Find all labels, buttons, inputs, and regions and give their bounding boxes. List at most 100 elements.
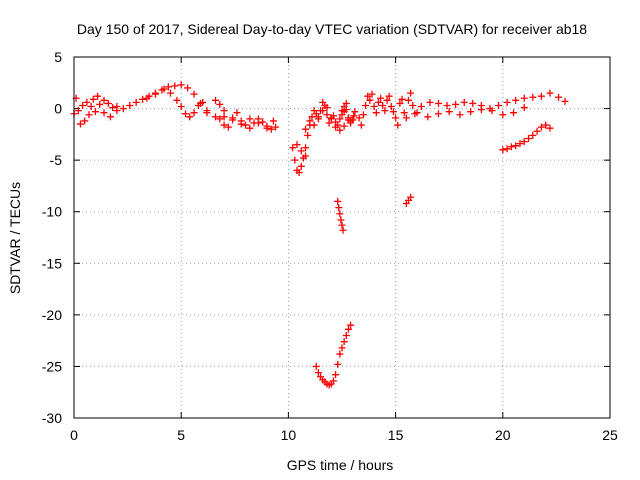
data-point	[503, 145, 511, 153]
data-point	[242, 121, 250, 129]
data-point	[327, 114, 335, 122]
data-point	[297, 147, 305, 155]
data-point	[398, 95, 406, 103]
data-point	[199, 98, 207, 106]
y-tick-labels: 5 0 -5 -10 -15 -20 -25 -30	[42, 49, 62, 426]
data-point	[370, 103, 378, 111]
data-point	[402, 114, 410, 122]
data-points	[70, 81, 569, 389]
y-tick-label: 0	[54, 101, 62, 117]
x-tick-labels: 0 5 10 15 20 25	[70, 427, 618, 443]
data-point	[94, 92, 102, 100]
chart-title: Day 150 of 2017, Sidereal Day-to-day VTE…	[77, 21, 587, 37]
data-point	[151, 90, 159, 98]
data-point	[434, 110, 442, 118]
data-point	[293, 141, 301, 149]
data-point	[220, 121, 228, 129]
data-point	[426, 98, 434, 106]
data-point	[297, 162, 305, 170]
data-point	[314, 369, 322, 377]
data-point	[106, 113, 114, 121]
data-point	[164, 83, 172, 91]
data-point	[220, 113, 228, 121]
data-point	[349, 116, 357, 124]
data-point	[323, 104, 331, 112]
data-point	[525, 134, 533, 142]
data-point	[194, 101, 202, 109]
plot-frame	[73, 56, 611, 419]
data-point	[308, 113, 316, 121]
data-point	[383, 96, 391, 104]
data-point	[344, 114, 352, 122]
data-point	[314, 113, 322, 121]
x-tick-label: 15	[388, 427, 404, 443]
data-point	[510, 109, 518, 117]
data-point	[546, 124, 554, 132]
data-point	[338, 221, 346, 229]
data-point	[269, 117, 277, 125]
data-point	[561, 97, 569, 105]
y-tick-label: -20	[42, 307, 62, 323]
data-point	[520, 104, 528, 112]
data-point	[338, 344, 346, 352]
data-point	[173, 96, 181, 104]
data-point	[362, 101, 370, 109]
data-point	[109, 104, 117, 112]
data-point	[512, 142, 520, 150]
data-point	[336, 115, 344, 123]
data-point	[212, 96, 220, 104]
data-point	[387, 103, 395, 111]
data-point	[359, 111, 367, 119]
data-point	[79, 101, 87, 109]
data-point	[83, 98, 91, 106]
data-point	[295, 169, 303, 177]
data-point	[87, 103, 95, 111]
y-tick-label: -30	[42, 410, 62, 426]
data-point	[355, 114, 363, 122]
data-point	[488, 107, 496, 115]
data-point	[304, 131, 312, 139]
data-point	[323, 111, 331, 119]
data-point	[456, 111, 464, 119]
data-point	[302, 125, 310, 133]
data-point	[434, 99, 442, 107]
data-point	[246, 124, 254, 132]
data-point	[477, 106, 485, 114]
data-point	[310, 121, 318, 129]
data-point	[76, 120, 84, 128]
data-point	[537, 123, 545, 131]
data-point	[177, 103, 185, 111]
data-point	[332, 371, 340, 379]
data-point	[254, 119, 262, 127]
data-point	[392, 114, 400, 122]
data-point	[546, 89, 554, 97]
data-point	[537, 92, 545, 100]
y-tick-label: -15	[42, 255, 62, 271]
data-point	[329, 377, 337, 385]
data-point	[516, 140, 524, 148]
data-point	[372, 109, 380, 117]
data-point	[404, 96, 412, 104]
x-tick-label: 0	[70, 427, 78, 443]
data-point	[132, 98, 140, 106]
data-point	[344, 325, 352, 333]
data-point	[186, 113, 194, 121]
data-point	[460, 98, 468, 106]
data-point	[220, 107, 228, 115]
data-point	[503, 98, 511, 106]
data-point	[350, 112, 358, 120]
x-tick-label: 5	[177, 427, 185, 443]
data-point	[400, 109, 408, 117]
data-point	[263, 124, 271, 132]
data-point	[467, 108, 475, 116]
data-point	[342, 331, 350, 339]
data-point	[104, 99, 112, 107]
data-point	[555, 93, 563, 101]
data-point	[212, 113, 220, 121]
data-point	[224, 123, 232, 131]
data-point	[533, 127, 541, 135]
data-point	[259, 118, 267, 126]
data-point	[100, 96, 108, 104]
data-point	[452, 100, 460, 108]
